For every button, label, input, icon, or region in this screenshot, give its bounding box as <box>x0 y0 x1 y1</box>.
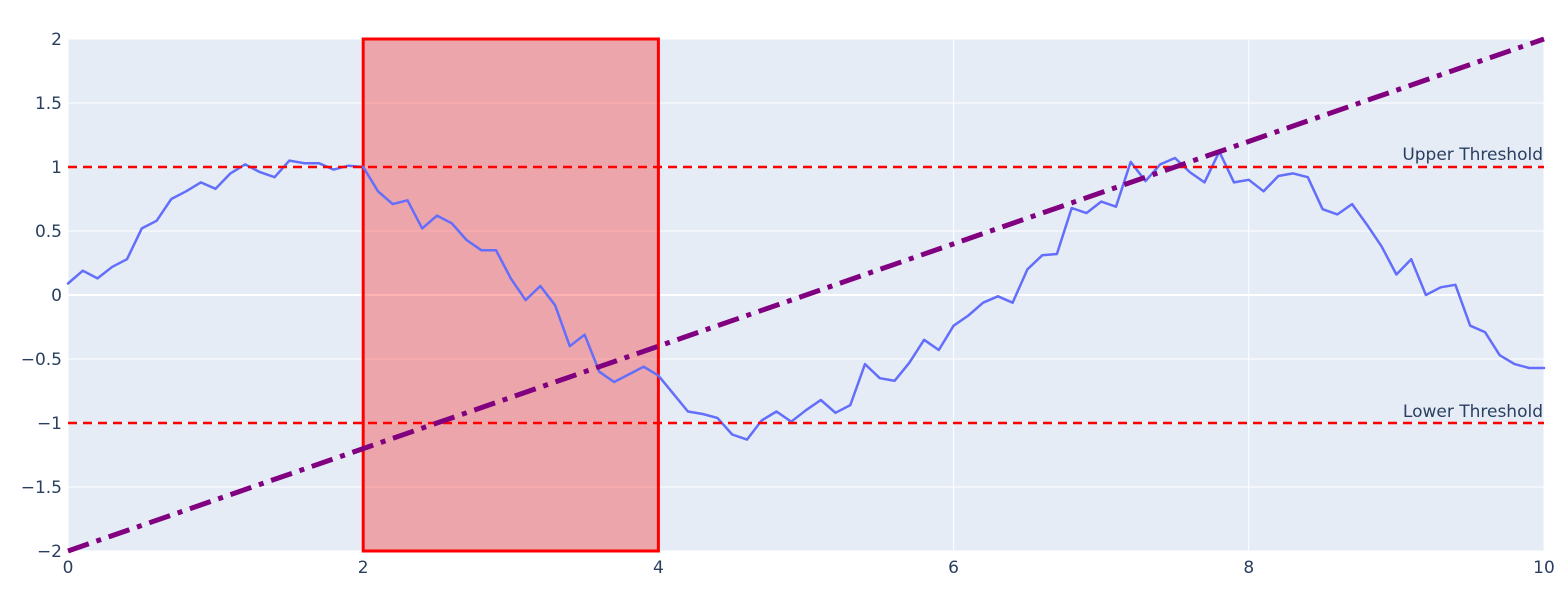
y-tick-label: 0.5 <box>35 222 62 242</box>
threshold-layer <box>68 165 1544 425</box>
y-tick-label: −0.5 <box>21 350 62 370</box>
y-tick-label: 1.5 <box>35 94 62 114</box>
lower-threshold-label: Lower Threshold <box>1403 402 1543 422</box>
y-tick-label: 0 <box>51 286 62 306</box>
y-tick-label: −2 <box>37 542 62 562</box>
x-tick-label: 10 <box>1533 558 1555 578</box>
x-tick-label: 8 <box>1243 558 1254 578</box>
highlight-rectangle-layer <box>361 37 660 553</box>
y-tick-label: −1.5 <box>21 478 62 498</box>
x-tick-label: 4 <box>653 558 664 578</box>
x-tick-label: 6 <box>948 558 959 578</box>
series-line-0 <box>66 150 1546 441</box>
tick-labels: 0 2 4 6 8 10 2 1.5 1 0.5 0 −0.5 −1 −1.5 −2 <box>21 30 1555 578</box>
x-tick-label: 0 <box>63 558 74 578</box>
annotations: Upper Threshold Lower Threshold <box>1402 145 1543 422</box>
trend-line <box>67 36 1545 554</box>
series-layer <box>66 150 1546 441</box>
y-tick-label: −1 <box>37 414 62 434</box>
highlight-rectangle <box>361 37 660 553</box>
x-tick-label: 2 <box>358 558 369 578</box>
y-tick-label: 1 <box>51 158 62 178</box>
trend-line-layer <box>67 36 1545 554</box>
upper-threshold-label: Upper Threshold <box>1402 145 1543 165</box>
y-tick-label: 2 <box>51 30 62 50</box>
